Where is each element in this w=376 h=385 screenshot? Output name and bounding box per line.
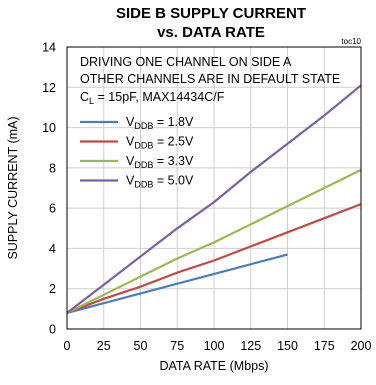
x-tick-label: 0	[64, 339, 71, 353]
y-tick-label: 14	[42, 41, 56, 55]
chart-title-line2: vs. DATA RATE	[157, 24, 265, 41]
y-tick-label: 6	[49, 202, 56, 216]
x-tick-label: 50	[134, 339, 148, 353]
y-tick-label: 12	[42, 81, 56, 95]
plot-frame	[66, 46, 362, 330]
x-tick-label: 150	[277, 339, 298, 353]
y-tick-label: 8	[49, 161, 56, 175]
legend-label-3: VDDB = 5.0V	[126, 174, 194, 190]
x-tick-label: 200	[351, 339, 372, 353]
series-layer	[66, 84, 362, 314]
legend-label-0: VDDB = 1.8V	[126, 115, 194, 131]
x-tick-label: 25	[97, 339, 111, 353]
y-tick-label: 4	[49, 242, 56, 256]
series-line-0	[66, 253, 288, 314]
y-tick-label: 2	[49, 282, 56, 296]
y-tick-label: 0	[49, 323, 56, 337]
annotation-line3: CL = 15pF, MAX14434C/F	[80, 90, 225, 106]
annotation-line3-sub: L	[89, 96, 94, 106]
legend-label-1: VDDB = 2.5V	[126, 135, 194, 151]
x-tick-label: 100	[204, 339, 225, 353]
chart-title-line1: SIDE B SUPPLY CURRENT	[116, 5, 306, 22]
x-axis-label: DATA RATE (Mbps)	[159, 359, 268, 373]
y-tick-label: 10	[42, 121, 56, 135]
grid	[67, 47, 361, 329]
series-line-1	[66, 203, 362, 314]
annotation-line2: OTHER CHANNELS ARE IN DEFAULT STATE	[80, 72, 340, 86]
legend-label-2: VDDB = 3.3V	[126, 154, 194, 170]
y-axis-label: SUPPLY CURRENT (mA)	[6, 116, 20, 259]
series-line-3	[66, 84, 362, 314]
annotation-line1: DRIVING ONE CHANNEL ON SIDE A	[80, 55, 292, 69]
tick-labels: 0 25 50 75 100 125 150 175 200 0 2 4 6 8 10 12 14	[42, 41, 371, 354]
series-line-2	[66, 168, 362, 314]
x-tick-label: 175	[314, 339, 335, 353]
legend: VDDB = 1.8V VDDB = 2.5V VDDB = 3.3V VDDB = …	[80, 115, 194, 190]
annotation-line3-main: C	[80, 90, 89, 104]
x-tick-label: 125	[240, 339, 261, 353]
annotation-line3-rest: = 15pF, MAX14434C/F	[94, 90, 225, 104]
x-tick-label: 75	[170, 339, 184, 353]
figure-id: toc10	[341, 37, 361, 46]
